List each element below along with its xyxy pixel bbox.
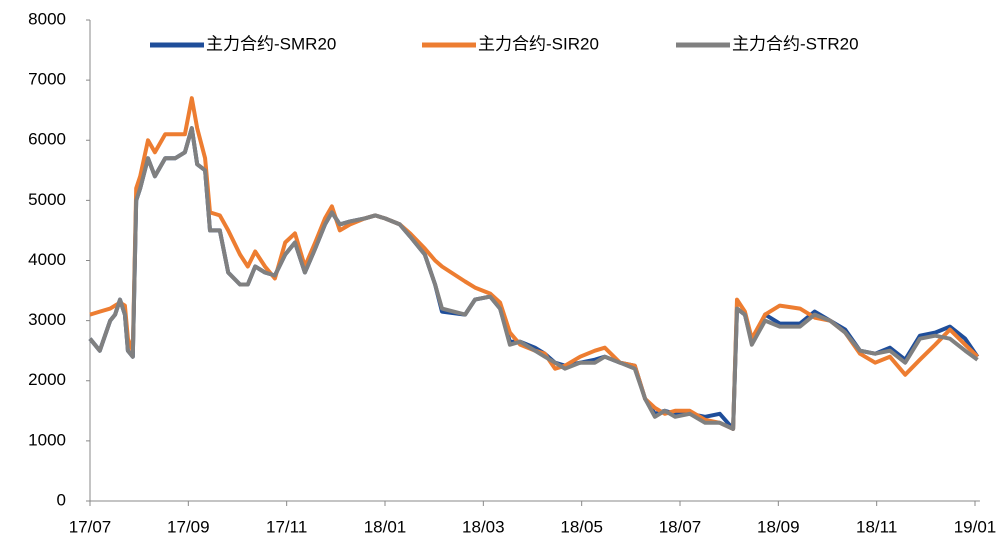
y-tick-label: 6000 — [28, 130, 66, 149]
x-tick-label: 18/05 — [560, 517, 603, 536]
x-tick-label: 18/01 — [364, 517, 407, 536]
x-tick-label: 17/07 — [69, 517, 112, 536]
y-tick-label: 5000 — [28, 190, 66, 209]
y-tick-label: 3000 — [28, 310, 66, 329]
y-tick-label: 0 — [57, 490, 66, 509]
series-line — [88, 126, 979, 431]
series-line — [89, 96, 979, 431]
x-tick-label: 18/11 — [856, 517, 897, 536]
y-tick-label: 4000 — [28, 250, 66, 269]
legend-label: 主力合约-STR20 — [732, 34, 859, 53]
x-tick-label: 18/07 — [659, 517, 702, 536]
legend-label: 主力合约-SMR20 — [206, 34, 336, 53]
y-tick-label: 2000 — [28, 370, 66, 389]
series-line — [88, 126, 980, 431]
x-tick-label: 19/01 — [954, 517, 997, 536]
x-tick-label: 18/09 — [757, 517, 800, 536]
x-tick-label: 18/03 — [462, 517, 505, 536]
y-tick-label: 7000 — [28, 70, 66, 89]
x-tick-label: 17/11 — [266, 517, 307, 536]
x-tick-label: 17/09 — [167, 517, 210, 536]
legend-label: 主力合约-SIR20 — [478, 34, 599, 53]
legend: 主力合约-SMR20 主力合约-SIR20 主力合约-STR20 — [150, 34, 859, 53]
y-tick-label: 8000 — [28, 9, 66, 28]
y-tick-label: 1000 — [28, 430, 66, 449]
